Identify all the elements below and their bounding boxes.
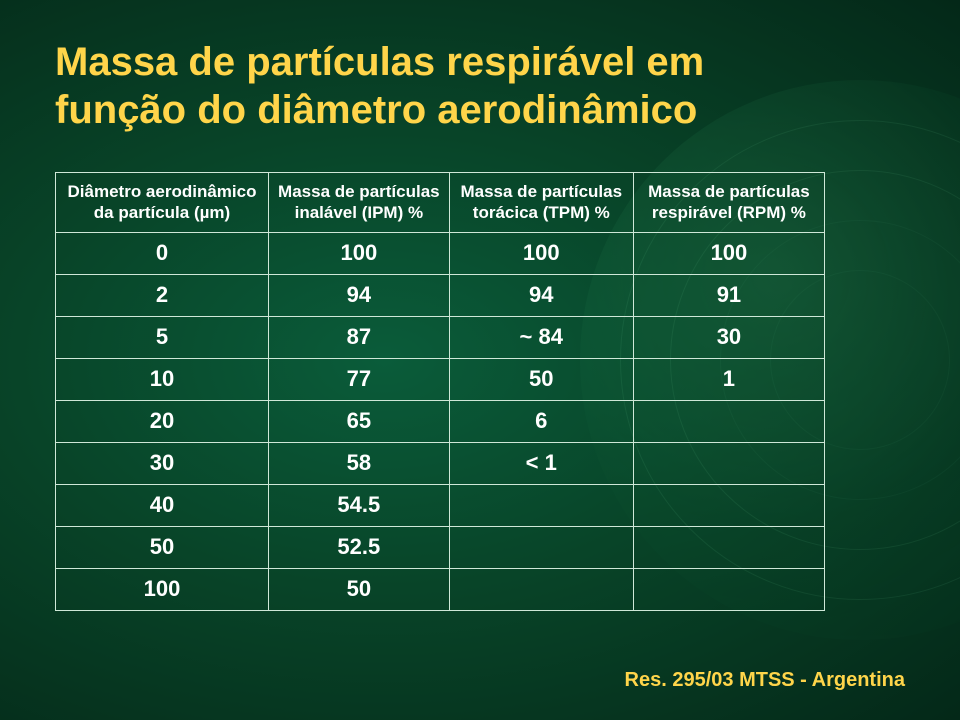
table-row: 587~ 8430 <box>56 316 825 358</box>
table-cell: 1 <box>633 358 824 400</box>
table-cell: 58 <box>268 442 449 484</box>
col-header-ipm: Massa de partículas inalável (IPM) % <box>268 173 449 233</box>
table-cell: 6 <box>449 400 633 442</box>
table-cell: 10 <box>56 358 269 400</box>
table-cell: 94 <box>449 274 633 316</box>
table-cell: 77 <box>268 358 449 400</box>
table-cell <box>633 526 824 568</box>
slide-title: Massa de partículas respirável em função… <box>55 38 905 134</box>
table-row: 2949491 <box>56 274 825 316</box>
table-row: 3058< 1 <box>56 442 825 484</box>
table-cell: 94 <box>268 274 449 316</box>
table-row: 10050 <box>56 568 825 610</box>
slide-content: Massa de partículas respirável em função… <box>0 0 960 649</box>
table-cell: 5 <box>56 316 269 358</box>
table-row: 20656 <box>56 400 825 442</box>
table-cell: 40 <box>56 484 269 526</box>
table-cell <box>633 484 824 526</box>
particle-mass-table: Diâmetro aerodinâmico da partícula (µm) … <box>55 172 825 611</box>
table-cell <box>633 568 824 610</box>
table-cell <box>449 526 633 568</box>
table-row: 0100100100 <box>56 232 825 274</box>
table-cell: 100 <box>56 568 269 610</box>
table-cell: 50 <box>449 358 633 400</box>
table-cell: 100 <box>268 232 449 274</box>
table-cell: 54.5 <box>268 484 449 526</box>
table-cell: < 1 <box>449 442 633 484</box>
table-cell: 100 <box>449 232 633 274</box>
footer-reference: Res. 295/03 MTSS - Argentina <box>625 669 905 692</box>
table-row: 1077501 <box>56 358 825 400</box>
table-row: 5052.5 <box>56 526 825 568</box>
table-cell <box>449 484 633 526</box>
title-line-1: Massa de partículas respirável em <box>55 40 704 84</box>
table-cell: 50 <box>56 526 269 568</box>
title-line-2: função do diâmetro aerodinâmico <box>55 88 697 132</box>
table-cell <box>449 568 633 610</box>
table-cell: 30 <box>56 442 269 484</box>
table-cell: 50 <box>268 568 449 610</box>
table-header-row: Diâmetro aerodinâmico da partícula (µm) … <box>56 173 825 233</box>
col-header-diameter: Diâmetro aerodinâmico da partícula (µm) <box>56 173 269 233</box>
table-cell: ~ 84 <box>449 316 633 358</box>
col-header-tpm: Massa de partículas torácica (TPM) % <box>449 173 633 233</box>
table-cell <box>633 442 824 484</box>
table-cell: 52.5 <box>268 526 449 568</box>
table-cell: 2 <box>56 274 269 316</box>
table-cell: 100 <box>633 232 824 274</box>
table-cell: 30 <box>633 316 824 358</box>
table-cell: 91 <box>633 274 824 316</box>
table-cell <box>633 400 824 442</box>
table-cell: 0 <box>56 232 269 274</box>
table-cell: 87 <box>268 316 449 358</box>
table-cell: 65 <box>268 400 449 442</box>
col-header-rpm: Massa de partículas respirável (RPM) % <box>633 173 824 233</box>
table-row: 4054.5 <box>56 484 825 526</box>
table-cell: 20 <box>56 400 269 442</box>
